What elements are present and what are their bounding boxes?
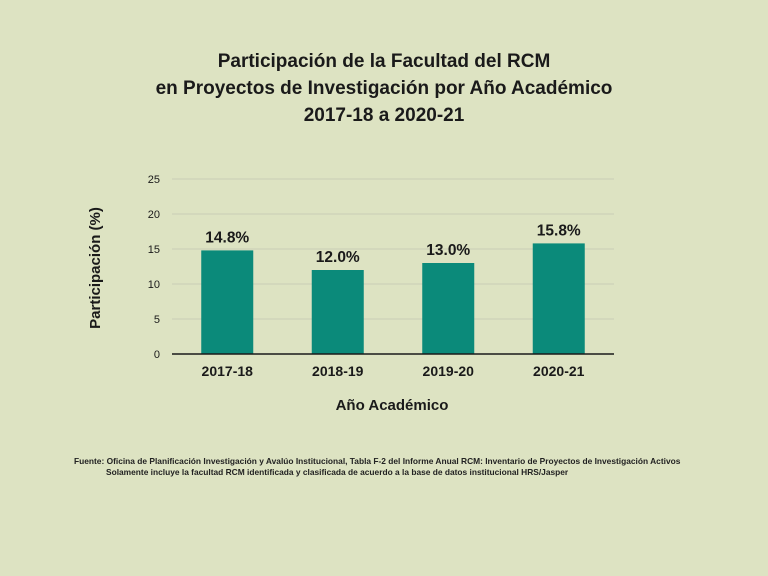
y-tick-label: 25 (148, 174, 160, 186)
bar-2017-18 (201, 250, 254, 354)
source-line-2: Solamente incluye la facultad RCM identi… (106, 467, 569, 477)
data-label: 14.8% (205, 229, 249, 246)
x-tick-label: 2020-21 (533, 363, 585, 379)
y-tick-label: 0 (154, 349, 160, 361)
chart-title-line-2: en Proyectos de Investigación por Año Ac… (155, 78, 613, 99)
bar-2020-21 (532, 243, 585, 354)
y-axis-label: Participación (%) (87, 207, 104, 329)
chart-title-line-1: Participación de la Facultad del RCM (217, 51, 551, 72)
y-tick-label: 15 (148, 244, 160, 256)
x-tick-label: 2019-20 (423, 363, 475, 379)
chart-title: Participación de la Facultad del RCM en … (0, 48, 768, 129)
data-labels: 14.8% 12.0% 13.0% 15.8% (205, 222, 581, 266)
x-axis-label: Año Académico (336, 397, 449, 414)
y-axis-ticks: 0 5 10 15 20 25 (148, 174, 160, 361)
chart-title-line-3: 2017-18 a 2020-21 (303, 105, 465, 126)
bar-2018-19 (311, 270, 364, 354)
y-tick-label: 10 (148, 279, 160, 291)
data-label: 15.8% (537, 222, 581, 239)
source-line-1: Fuente: Oficina de Planificación Investi… (74, 456, 681, 466)
data-label: 13.0% (426, 242, 470, 259)
y-tick-label: 20 (148, 209, 160, 221)
y-tick-label: 5 (154, 314, 160, 326)
bar-2019-20 (422, 263, 475, 354)
bars (201, 243, 585, 354)
x-tick-label: 2017-18 (202, 363, 254, 379)
x-axis-ticks: 2017-18 2018-19 2019-20 2020-21 (202, 363, 585, 379)
data-label: 12.0% (316, 249, 360, 266)
source-note: Fuente: Oficina de Planificación Investi… (74, 456, 754, 478)
x-tick-label: 2018-19 (312, 363, 364, 379)
